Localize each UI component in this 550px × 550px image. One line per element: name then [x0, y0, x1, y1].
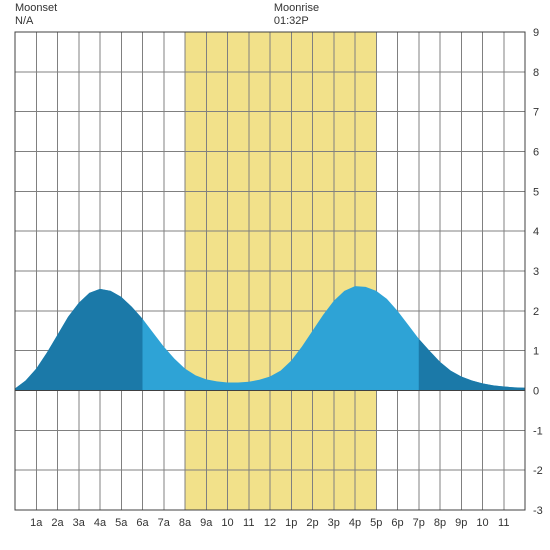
- x-tick-label: 4a: [94, 517, 107, 529]
- x-tick-label: 3p: [328, 517, 340, 529]
- y-tick-label: 9: [533, 27, 539, 39]
- x-tick-label: 5a: [115, 517, 128, 529]
- x-tick-label: 12: [264, 517, 276, 529]
- x-tick-label: 9a: [200, 517, 213, 529]
- x-tick-label: 6a: [136, 517, 149, 529]
- y-tick-label: -1: [533, 425, 543, 437]
- y-tick-label: 7: [533, 107, 539, 119]
- x-tick-label: 5p: [370, 517, 382, 529]
- y-tick-label: 8: [533, 67, 539, 79]
- x-tick-label: 4p: [349, 517, 361, 529]
- tide-chart: Moonset N/A Moonrise 01:32P -3-2-1012345…: [0, 0, 550, 550]
- x-tick-label: 9p: [455, 517, 467, 529]
- y-tick-label: -3: [533, 505, 543, 517]
- x-tick-label: 11: [243, 517, 254, 529]
- x-tick-label: 10: [476, 517, 488, 529]
- y-tick-label: 0: [533, 386, 539, 398]
- y-tick-label: 3: [533, 266, 539, 278]
- x-tick-label: 2a: [51, 517, 64, 529]
- y-tick-label: 2: [533, 306, 539, 318]
- x-tick-label: 3a: [73, 517, 86, 529]
- x-tick-label: 1a: [30, 517, 43, 529]
- y-tick-label: 4: [533, 226, 539, 238]
- x-tick-label: 6p: [391, 517, 403, 529]
- moonrise-header: Moonrise 01:32P: [274, 2, 319, 28]
- y-tick-label: 5: [533, 186, 539, 198]
- x-tick-label: 2p: [306, 517, 318, 529]
- y-tick-label: -2: [533, 465, 543, 477]
- x-tick-label: 1p: [285, 517, 297, 529]
- x-tick-label: 11: [498, 517, 509, 529]
- x-tick-label: 7p: [413, 517, 425, 529]
- x-tick-label: 7a: [158, 517, 171, 529]
- x-tick-label: 8p: [434, 517, 446, 529]
- chart-svg: -3-2-101234567891a2a3a4a5a6a7a8a9a101112…: [0, 0, 550, 550]
- moonset-header: Moonset N/A: [15, 2, 57, 28]
- y-tick-label: 1: [533, 346, 539, 358]
- x-tick-label: 10: [221, 517, 233, 529]
- x-tick-label: 8a: [179, 517, 192, 529]
- y-tick-label: 6: [533, 147, 539, 159]
